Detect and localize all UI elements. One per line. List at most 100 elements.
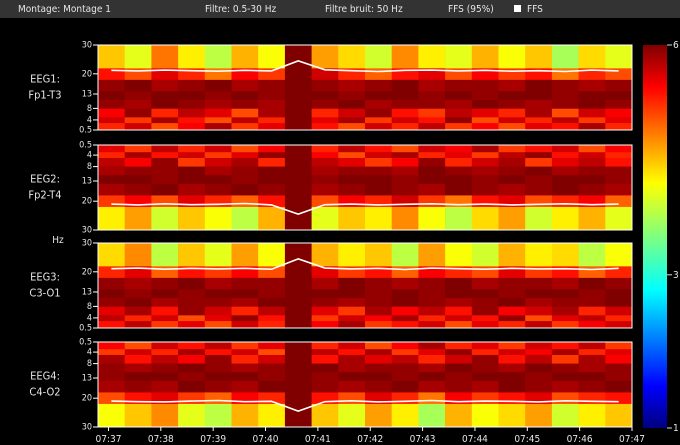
heatmap-cell <box>525 372 553 382</box>
heatmap-cell <box>365 289 392 299</box>
heatmap-cell <box>418 363 446 373</box>
y-tick-label: 0.5 <box>79 338 92 348</box>
heatmap-cell <box>124 157 152 167</box>
heatmap-cell <box>178 122 206 131</box>
heatmap-cell <box>471 403 499 428</box>
heatmap-cell <box>445 289 473 299</box>
heatmap-cell <box>98 195 125 208</box>
heatmap-cell <box>151 349 179 356</box>
heatmap-cell <box>551 99 579 109</box>
heatmap-cell <box>551 117 579 124</box>
heatmap-cell <box>605 122 633 131</box>
heatmap-cell <box>98 45 125 69</box>
heatmap-cell <box>231 306 259 316</box>
heatmap-cell <box>151 157 179 167</box>
heatmap-cell <box>151 354 179 364</box>
heatmap-cell <box>445 277 473 290</box>
heatmap-cell <box>311 166 339 176</box>
heatmap-cell <box>445 195 473 208</box>
heatmap-cell <box>204 79 232 92</box>
heatmap-cell <box>151 91 179 101</box>
heatmap-cell <box>258 45 286 69</box>
heatmap-cell <box>204 166 232 176</box>
heatmap-cell <box>471 91 499 101</box>
heatmap-cell <box>98 79 125 92</box>
heatmap-cell <box>258 99 286 109</box>
heatmap-cell <box>551 277 579 290</box>
heatmap-cell <box>124 349 152 356</box>
heatmap-cell <box>605 99 633 109</box>
heatmap-cell <box>151 306 179 316</box>
heatmap-cell <box>258 117 286 124</box>
heatmap-cell <box>418 195 446 208</box>
heatmap-cell <box>418 392 446 405</box>
heatmap-cell <box>551 306 579 316</box>
heatmap-cell <box>418 206 446 231</box>
heatmap-cell <box>445 152 473 159</box>
heatmap-cell <box>605 315 633 322</box>
heatmap-cell <box>231 122 259 131</box>
x-tick-label: 07:38 <box>148 434 174 445</box>
y-tick-label: 30 <box>82 226 92 236</box>
heatmap-cell <box>151 342 179 350</box>
heatmap-cell <box>418 99 446 109</box>
heatmap-cell <box>365 363 392 373</box>
heatmap-cell <box>338 403 366 428</box>
heatmap-cell <box>258 206 286 231</box>
heatmap-cell <box>311 145 339 153</box>
y-tick-label: 20 <box>82 197 92 207</box>
heatmap-cell <box>231 45 259 69</box>
heatmap-cell <box>391 166 419 176</box>
heatmap-cell <box>98 342 125 350</box>
heatmap-cell <box>231 277 259 290</box>
heatmap-cell <box>578 243 606 267</box>
heatmap-cell <box>178 354 206 364</box>
heatmap-cell <box>178 306 206 316</box>
heatmap-cell <box>418 152 446 159</box>
heatmap-cell <box>231 354 259 364</box>
heatmap-cell <box>151 206 179 231</box>
heatmap-cell <box>418 342 446 350</box>
heatmap-cell <box>204 122 232 131</box>
heatmap-cell <box>258 297 286 307</box>
heatmap-cell <box>391 122 419 131</box>
heatmap-cell <box>284 68 312 80</box>
heatmap-cell <box>231 372 259 382</box>
heatmap-cell <box>178 91 206 101</box>
heatmap-cell <box>605 289 633 299</box>
heatmap-cell <box>284 145 312 153</box>
heatmap-cell <box>258 363 286 373</box>
heatmap-cell <box>178 45 206 69</box>
heatmap-cell <box>471 342 499 350</box>
heatmap-cell <box>178 117 206 124</box>
heatmap-cell <box>151 175 179 185</box>
heatmap-cell <box>204 108 232 118</box>
heatmap-cell <box>338 320 366 329</box>
heatmap-cell <box>445 206 473 231</box>
heatmap-cell <box>151 266 179 278</box>
heatmap-cell <box>151 108 179 118</box>
heatmap-cell <box>258 195 286 208</box>
heatmap-cell <box>178 266 206 278</box>
filter: Filtre: 0.5-30 Hz <box>205 4 276 15</box>
heatmap-cell <box>445 145 473 153</box>
heatmap-cell <box>498 183 526 196</box>
heatmap-cell <box>178 349 206 356</box>
heatmap-cell <box>605 372 633 382</box>
y-tick-label: 30 <box>82 41 92 51</box>
heatmap-cell <box>284 320 312 329</box>
heatmap-cell <box>605 145 633 153</box>
heatmap-cell <box>151 68 179 80</box>
heatmap-cell <box>391 266 419 278</box>
heatmap-cell <box>471 117 499 124</box>
heatmap-cell <box>418 91 446 101</box>
heatmap-cell <box>204 403 232 428</box>
heatmap-cell <box>578 117 606 124</box>
heatmap-cell <box>338 289 366 299</box>
heatmap-cell <box>98 166 125 176</box>
heatmap-cell <box>311 157 339 167</box>
plot-frame <box>97 341 633 428</box>
heatmap-cell <box>258 392 286 405</box>
sef-label: FFS (95%) <box>448 4 494 15</box>
heatmap-cell <box>151 79 179 92</box>
